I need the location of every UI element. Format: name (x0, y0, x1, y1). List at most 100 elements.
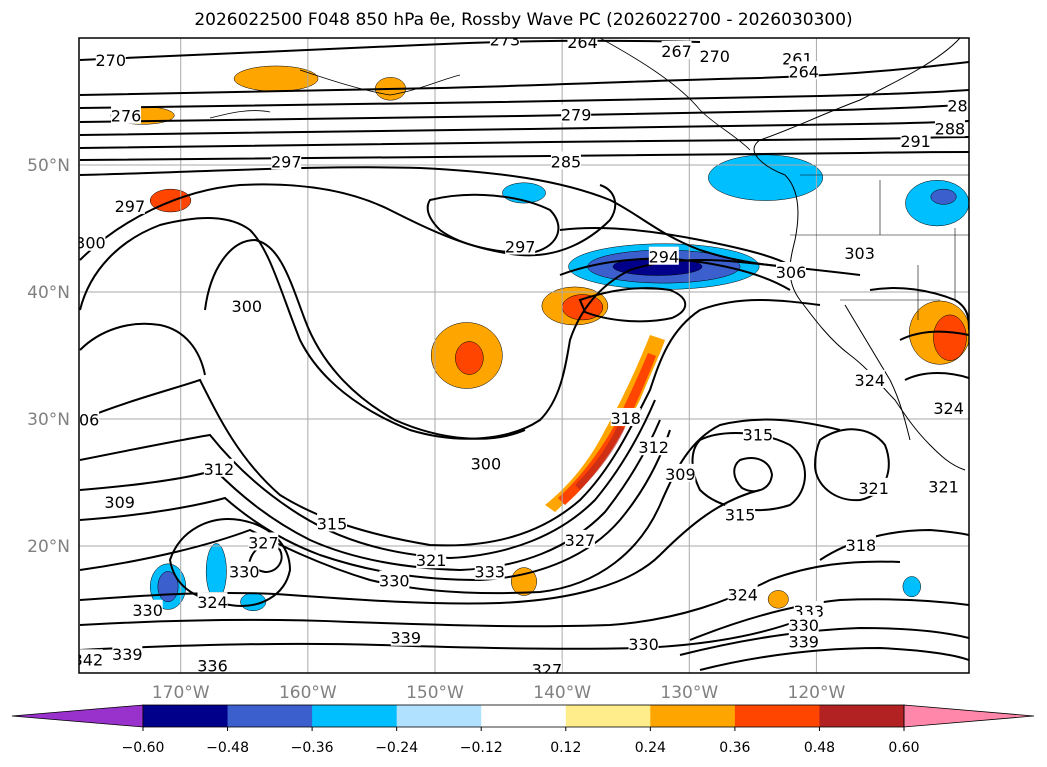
contour-label: 303 (844, 244, 875, 263)
contour-label-background (79, 232, 106, 251)
contour-label: 324 (855, 371, 886, 390)
contour-label-background (610, 408, 641, 426)
contour-label: 312 (638, 438, 669, 457)
contour-label: 315 (725, 506, 756, 525)
contour-label-background (229, 561, 260, 580)
contour-label-background (567, 38, 598, 51)
colorbar-tick-label: 0.48 (804, 740, 835, 756)
latitude-label: 30°N (27, 410, 70, 430)
colorbar-segment (819, 705, 905, 727)
contour-label-background (725, 504, 756, 523)
contour-label-background (934, 118, 965, 137)
longitude-label: 150°W (406, 683, 464, 703)
contour-label: 300 (232, 297, 263, 316)
contour-label-background (858, 477, 889, 496)
colorbar-segment (734, 705, 820, 727)
contour-label-background (470, 453, 501, 472)
colorbar-tick-label: −0.24 (375, 740, 418, 756)
contour-label: 315 (743, 426, 774, 445)
longitude-labels: 170°W 160°W 150°W 140°W 130°W 120°W (152, 683, 846, 703)
contour-label-background (197, 592, 228, 611)
coastline (209, 38, 969, 471)
contour-label: 321 (858, 479, 889, 498)
colorbar-segment (396, 705, 482, 727)
colorbar-tick-label: 0.24 (635, 740, 666, 756)
contour-label: 324 (727, 586, 758, 605)
contour-label-background (793, 601, 824, 620)
contour-label: 330 (788, 616, 819, 635)
contour-label: 306 (69, 410, 100, 429)
contour-label-background (416, 550, 447, 569)
contour-label-background (900, 131, 931, 150)
colorbar-segment (650, 705, 736, 727)
contour-label: 309 (104, 493, 135, 512)
contour-label-background (132, 599, 163, 618)
contour-label-background (928, 476, 959, 495)
contour-label: 282 (947, 97, 978, 116)
colorbar-frame (142, 704, 905, 728)
contour-label: 297 (115, 197, 146, 216)
colorbar: −0.60 −0.48 −0.36 −0.24 −0.12 0.12 0.24 0.36 0.4… (11, 704, 1035, 756)
latitude-label: 40°N (27, 283, 70, 303)
contour-label-background (788, 615, 819, 634)
contour-label-background (531, 659, 562, 673)
contour-label-background (95, 49, 126, 68)
colorbar-segment (565, 705, 651, 727)
longitude-label: 160°W (279, 683, 337, 703)
warm-anomaly-band (545, 335, 665, 512)
contour-label: 330 (132, 601, 163, 620)
contour-label: 321 (928, 478, 959, 497)
contour-label: 339 (788, 633, 819, 652)
contour-label: 270 (96, 51, 127, 70)
contour-label: 294 (649, 248, 680, 267)
contour-label: 315 (317, 514, 348, 533)
longitude-label: 140°W (533, 683, 591, 703)
anomaly-blob (767, 590, 789, 609)
contour-label: 270 (699, 47, 730, 66)
contour-label-background (474, 561, 505, 580)
anomaly-blob (233, 65, 319, 92)
colorbar-max-extension (903, 704, 1035, 728)
anomaly-blob (205, 543, 227, 600)
contour-label: 318 (846, 536, 877, 555)
contour-label-background (489, 38, 520, 48)
colorbar-segment (481, 705, 567, 727)
contour-label: 327 (248, 533, 279, 552)
contour-label-background (699, 46, 730, 65)
contour-label-background (742, 424, 773, 443)
anomaly-blob (902, 576, 921, 598)
contour-label-background (564, 529, 595, 548)
contour-label: 324 (933, 399, 964, 418)
longitude-label: 120°W (788, 683, 846, 703)
contour-label-background (114, 195, 145, 214)
anomaly-blob (455, 341, 484, 375)
contour-label: 324 (197, 593, 228, 612)
contour-label: 330 (379, 572, 410, 591)
contour-label-background (231, 296, 262, 315)
contour-label-background (648, 246, 679, 265)
contour-label-background (561, 104, 592, 123)
colorbar-tick-label: 0.12 (550, 740, 581, 756)
contour-label: 279 (561, 105, 592, 124)
contour-label: 297 (505, 238, 536, 257)
colorbar-tick-label: −0.60 (122, 740, 165, 756)
contour-label: 300 (75, 234, 106, 253)
contour-label-background (505, 236, 536, 255)
colorbar-tick-label: −0.12 (460, 740, 503, 756)
contour-label-background (727, 584, 758, 603)
anomaly-blob (933, 314, 967, 361)
contour-label-background (661, 40, 692, 59)
contour-label: 300 (471, 455, 502, 474)
colorbar-segment (143, 705, 229, 727)
contour-label-background (844, 242, 875, 261)
contour-label-background (111, 105, 142, 124)
contour-label-background (550, 151, 581, 170)
contour-label: 327 (532, 660, 563, 679)
contour-label-background (854, 369, 885, 388)
contour-label-background (845, 535, 876, 553)
contour-label: 276 (111, 107, 142, 126)
contour-label: 264 (788, 62, 819, 81)
anomaly-blob (708, 154, 824, 201)
contour-label-background (271, 151, 302, 170)
